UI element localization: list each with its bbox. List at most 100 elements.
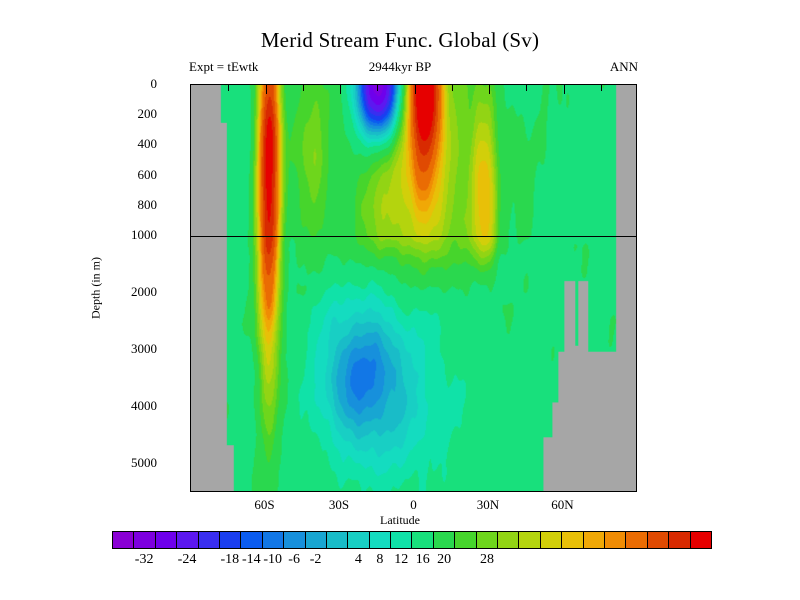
colorbar-swatch[interactable] <box>540 532 563 548</box>
y-tick-label: 600 <box>137 166 158 182</box>
colorbar-tick-label: -2 <box>309 552 322 567</box>
y-tick <box>190 419 191 420</box>
colorbar-swatch[interactable] <box>198 532 220 548</box>
colorbar-swatch[interactable] <box>113 532 135 548</box>
y-tick <box>636 396 637 397</box>
y-tick-label: 5000 <box>131 455 157 471</box>
colorbar-swatch[interactable] <box>348 532 370 548</box>
y-tick <box>190 327 191 328</box>
y-tick <box>636 419 637 420</box>
y-tick <box>190 161 191 162</box>
y-tick <box>190 145 191 146</box>
y-tick <box>636 282 637 283</box>
colorbar-swatch[interactable] <box>476 532 499 548</box>
y-tick-label: 800 <box>137 196 158 212</box>
y-tick <box>636 442 637 443</box>
x-tick <box>377 85 379 91</box>
y-tick <box>636 476 637 477</box>
colorbar-swatch[interactable] <box>519 532 541 548</box>
x-tick-label: 0 <box>410 497 417 512</box>
y-tick <box>636 305 637 306</box>
y-tick <box>190 236 191 237</box>
colorbar-swatch[interactable] <box>455 532 477 548</box>
y-tick <box>636 350 637 351</box>
colorbar-swatch[interactable] <box>604 532 627 548</box>
y-tick-label: 2000 <box>131 284 157 300</box>
x-tick-label: 60N <box>551 497 574 512</box>
colorbar-tick-label: 4 <box>354 552 362 567</box>
x-tick <box>526 85 528 91</box>
x-tick <box>414 85 416 94</box>
y-tick <box>190 373 191 374</box>
y-tick <box>636 430 637 431</box>
colorbar-swatch[interactable] <box>433 532 456 548</box>
y-tick <box>636 100 637 101</box>
y-tick <box>190 221 191 222</box>
y-tick <box>636 362 637 363</box>
experiment-label: Expt = tEwtk <box>189 59 259 74</box>
colorbar-swatch[interactable] <box>219 532 242 548</box>
y-tick <box>190 247 191 248</box>
y-tick <box>636 373 637 374</box>
y-tick <box>636 236 637 237</box>
colorbar-tick-label: 12 <box>394 552 409 567</box>
colorbar-swatch[interactable] <box>498 532 520 548</box>
y-tick <box>190 282 191 283</box>
x-tick <box>489 85 490 94</box>
colorbar-swatch[interactable] <box>391 532 413 548</box>
y-tick-label: 200 <box>137 106 158 122</box>
y-tick <box>636 115 637 116</box>
colorbar-tick-label: -32 <box>134 552 154 567</box>
y-tick <box>190 293 191 294</box>
y-tick-label: 3000 <box>131 341 157 357</box>
y-tick <box>190 305 191 306</box>
x-tick <box>600 85 602 91</box>
colorbar-swatch[interactable] <box>412 532 434 548</box>
colorbar-swatch[interactable] <box>369 532 392 548</box>
y-tick <box>636 316 637 317</box>
colorbar-swatch[interactable] <box>669 532 691 548</box>
y-tick <box>636 85 637 86</box>
colorbar-swatch[interactable] <box>647 532 670 548</box>
colorbar-swatch[interactable] <box>262 532 285 548</box>
y-tick <box>190 384 191 385</box>
contour-field <box>191 85 636 491</box>
page-title: Merid Stream Func. Global (Sv) <box>260 28 540 52</box>
y-tick <box>190 100 191 101</box>
colorbar-swatch[interactable] <box>626 532 648 548</box>
colorbar-tick-label: 8 <box>376 552 384 567</box>
colorbar-swatch[interactable] <box>177 532 199 548</box>
colorbar-tick-label: -18 <box>220 552 240 567</box>
y-tick <box>190 316 191 317</box>
colorbar-tick-label: 28 <box>480 552 494 567</box>
colorbar-swatch[interactable] <box>155 532 178 548</box>
colorbar-swatch[interactable] <box>284 532 306 548</box>
y-tick <box>190 476 191 477</box>
streamfunction-plot <box>190 84 637 492</box>
colorbar-swatch[interactable] <box>305 532 327 548</box>
x-tick <box>228 85 230 91</box>
y-tick-label: 0 <box>150 76 158 91</box>
y-tick <box>636 464 637 465</box>
y-tick <box>190 206 191 207</box>
colorbar-tick-label: 16 <box>415 552 430 567</box>
colorbar-swatch[interactable] <box>241 532 263 548</box>
colorbar-swatch[interactable] <box>690 532 711 548</box>
y-tick <box>636 293 637 294</box>
colorbar-swatch[interactable] <box>562 532 584 548</box>
colorbar-swatch[interactable] <box>583 532 605 548</box>
colorbar[interactable] <box>112 531 712 549</box>
y-tick-label: 1000 <box>131 227 157 242</box>
y-tick <box>190 396 191 397</box>
colorbar-swatch[interactable] <box>326 532 349 548</box>
x-axis-title: Latitude <box>380 513 420 527</box>
y-tick <box>190 430 191 431</box>
y-tick <box>636 206 637 207</box>
y-tick <box>190 362 191 363</box>
y-tick <box>636 259 637 260</box>
colorbar-swatch[interactable] <box>134 532 156 548</box>
y-tick <box>636 270 637 271</box>
colorbar-swatches[interactable] <box>112 531 712 549</box>
season-label: ANN <box>609 59 638 74</box>
y-tick <box>636 161 637 162</box>
